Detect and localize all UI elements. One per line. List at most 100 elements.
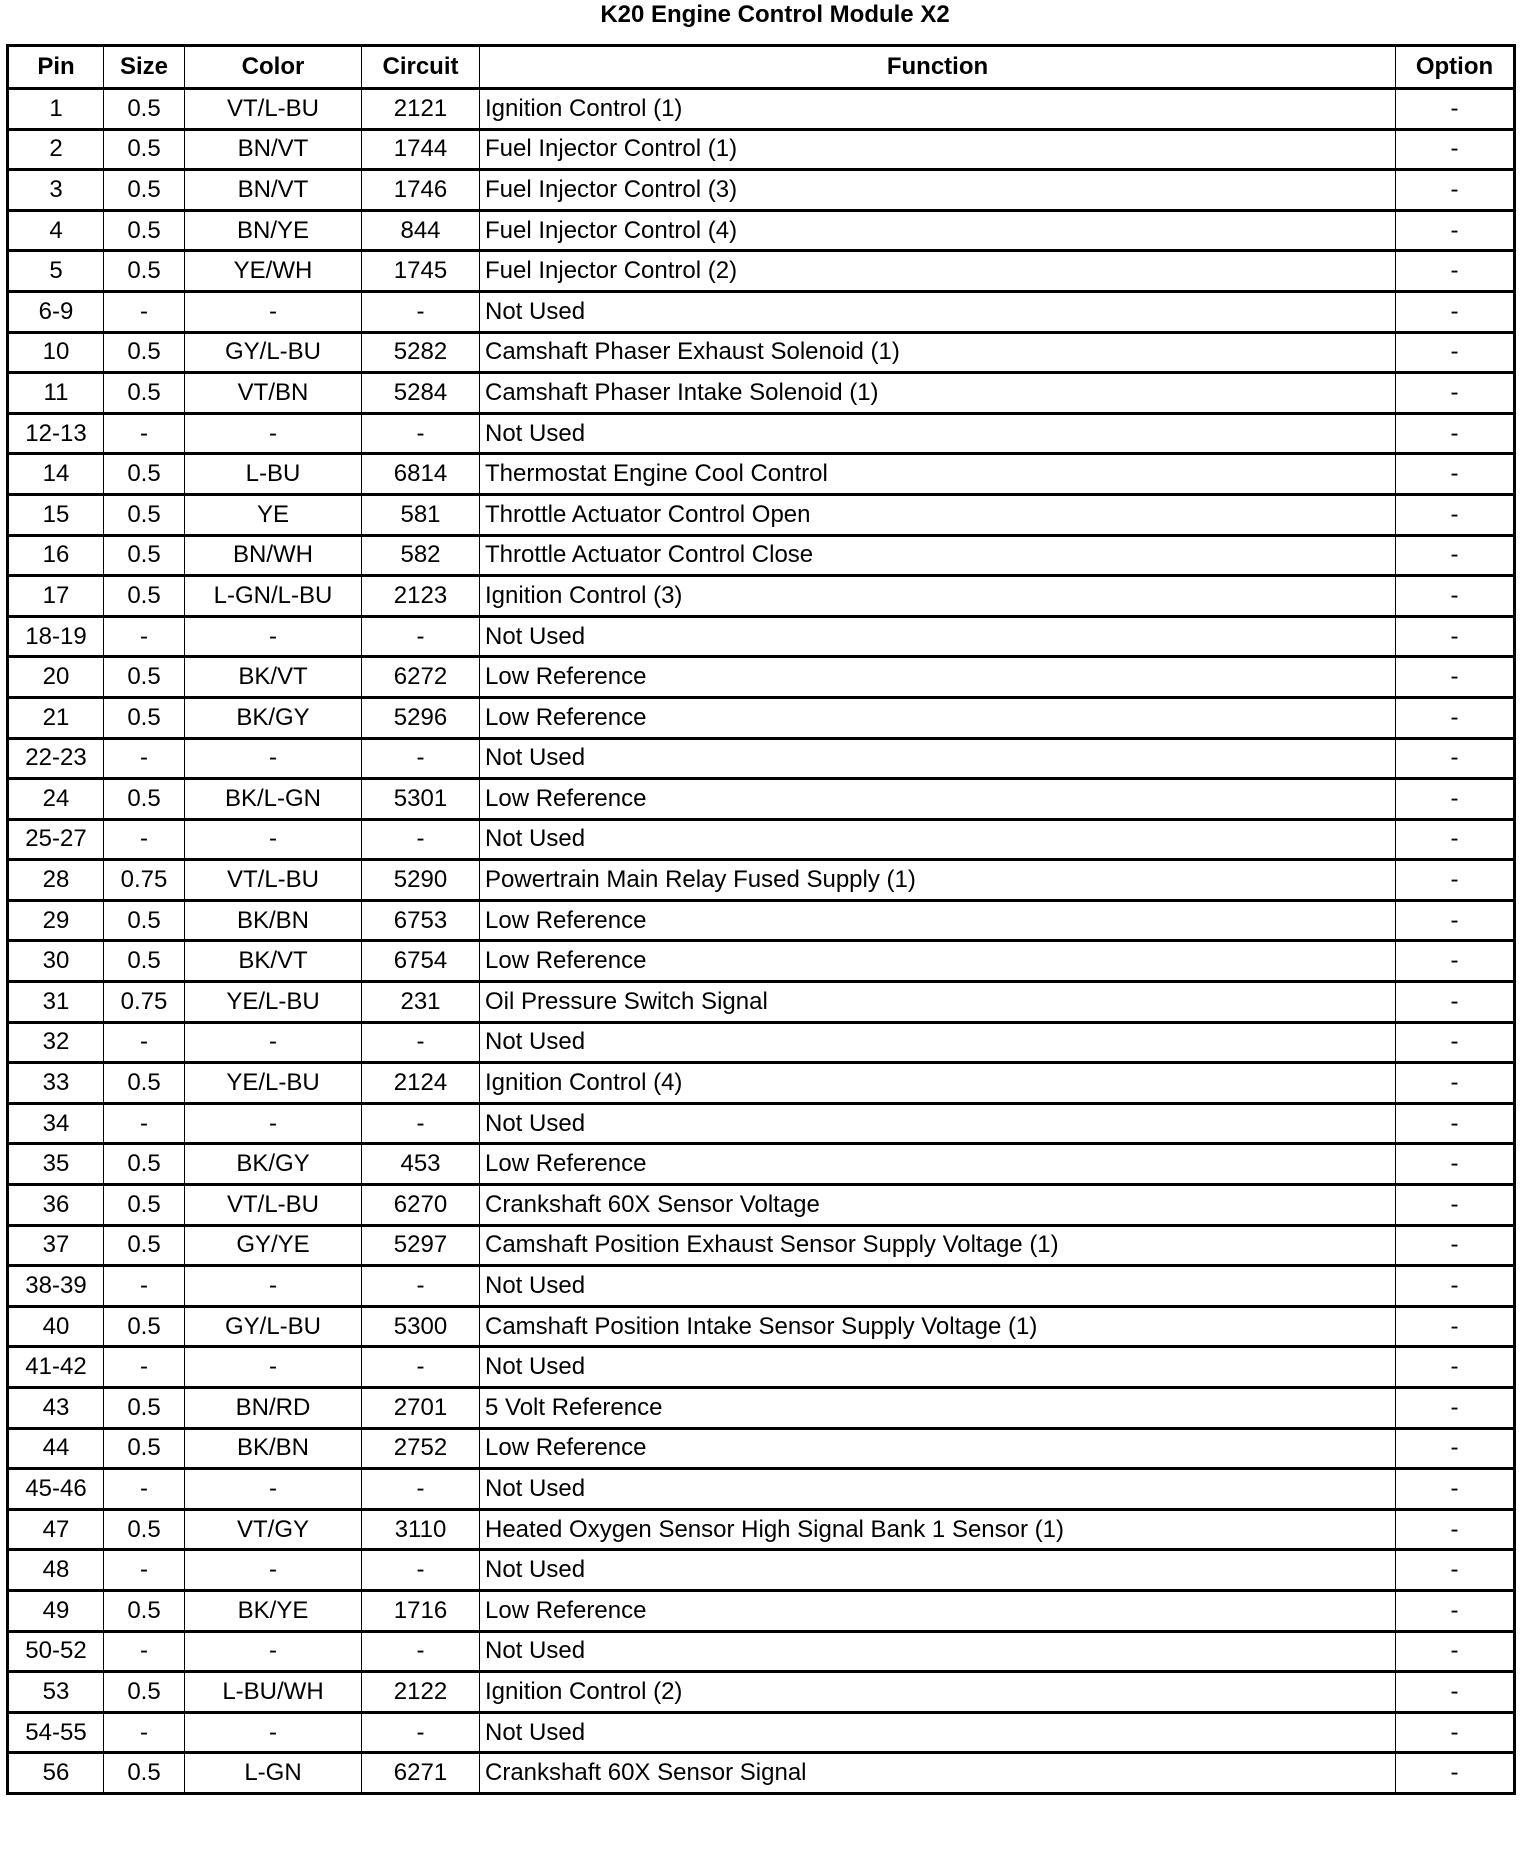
cell-color: GY/L-BU [184, 1304, 362, 1349]
cell-option: - [1395, 208, 1515, 253]
cell-size: 0.5 [103, 939, 185, 984]
cell-size: - [103, 614, 185, 659]
cell-pin: 18-19 [7, 614, 104, 659]
table-row: 37 0.5 GY/YE 5297 Camshaft Position Exhaust … [7, 1223, 1515, 1268]
cell-size: 0.5 [103, 1588, 185, 1633]
cell-pin: 28 [7, 858, 104, 902]
cell-size: 0.5 [103, 533, 185, 578]
cell-size: 0.5 [103, 492, 185, 537]
cell-size: - [103, 1101, 185, 1146]
cell-color: - [184, 1101, 362, 1146]
table-row: 18-19- - - Not Used - [7, 614, 1515, 659]
cell-pin: 1 [7, 87, 104, 131]
cell-option: - [1395, 574, 1515, 618]
cell-color: - [184, 817, 362, 862]
cell-color: - [184, 1020, 362, 1065]
table-row: 6-9- - - Not Used - [7, 289, 1515, 334]
table-row: 24 0.5 BK/L-GN 5301 Low Reference - [7, 777, 1515, 821]
cell-color: YE [184, 492, 362, 537]
cell-option: - [1395, 614, 1515, 659]
cell-function: Fuel Injector Control (3) [479, 168, 1396, 212]
table-row: 28 0.75 VT/L-BU 5290 Powertrain Main Relay F… [7, 858, 1515, 902]
cell-pin: 29 [7, 898, 104, 943]
cell-size: - [103, 817, 185, 862]
cell-color: BK/GY [184, 1142, 362, 1187]
cell-pin: 50-52 [7, 1629, 104, 1674]
cell-size: - [103, 1345, 185, 1389]
cell-function: Low Reference [479, 1426, 1396, 1471]
table-row: 5 0.5 YE/WH 1745 Fuel Injector Control (2) - [7, 249, 1515, 293]
cell-color: VT/L-BU [184, 87, 362, 131]
cell-circuit: 1745 [361, 249, 480, 293]
table-row: 43 0.5 BN/RD 2701 5 Volt Reference - [7, 1386, 1515, 1430]
cell-option: - [1395, 1629, 1515, 1674]
cell-color: BN/WH [184, 533, 362, 578]
cell-pin: 16 [7, 533, 104, 578]
cell-function: Low Reference [479, 939, 1396, 984]
cell-pin: 43 [7, 1386, 104, 1430]
cell-option: - [1395, 1061, 1515, 1105]
cell-function: Not Used [479, 1710, 1396, 1755]
cell-pin: 20 [7, 655, 104, 699]
cell-circuit: - [361, 1264, 480, 1308]
cell-option: - [1395, 1020, 1515, 1065]
cell-option: - [1395, 1588, 1515, 1633]
table-row: 48- - - Not Used - [7, 1548, 1515, 1592]
cell-size: 0.5 [103, 249, 185, 293]
cell-function: Not Used [479, 1264, 1396, 1308]
cell-size: - [103, 736, 185, 781]
cell-function: Throttle Actuator Control Open [479, 492, 1396, 537]
cell-circuit: - [361, 1710, 480, 1755]
cell-color: BK/VT [184, 655, 362, 699]
cell-size: 0.5 [103, 1304, 185, 1349]
cell-circuit: 1716 [361, 1588, 480, 1633]
cell-pin: 17 [7, 574, 104, 618]
table-row: 41-42- - - Not Used - [7, 1345, 1515, 1389]
cell-color: BK/BN [184, 898, 362, 943]
cell-function: Not Used [479, 614, 1396, 659]
cell-circuit: - [361, 1020, 480, 1065]
cell-circuit: 582 [361, 533, 480, 578]
cell-color: BK/VT [184, 939, 362, 984]
cell-color: - [184, 289, 362, 334]
cell-function: Camshaft Position Intake Sensor Supply V… [479, 1304, 1396, 1349]
cell-color: BK/YE [184, 1588, 362, 1633]
cell-size: 0.75 [103, 980, 185, 1024]
cell-circuit: 6814 [361, 452, 480, 496]
cell-function: Ignition Control (4) [479, 1061, 1396, 1105]
cell-size: - [103, 1629, 185, 1674]
cell-circuit: 2122 [361, 1670, 480, 1714]
cell-circuit: 6271 [361, 1751, 480, 1795]
cell-color: L-GN/L-BU [184, 574, 362, 618]
cell-option: - [1395, 1183, 1515, 1227]
table-row: 44 0.5 BK/BN 2752 Low Reference - [7, 1426, 1515, 1471]
cell-size: 0.5 [103, 1670, 185, 1714]
cell-color: VT/BN [184, 371, 362, 415]
table-row: 40 0.5 GY/L-BU 5300 Camshaft Position Intake… [7, 1304, 1515, 1349]
cell-circuit: - [361, 411, 480, 456]
cell-function: Low Reference [479, 695, 1396, 740]
cell-color: BN/RD [184, 1386, 362, 1430]
table-row: 22-23- - - Not Used - [7, 736, 1515, 781]
cell-circuit: 1746 [361, 168, 480, 212]
cell-option: - [1395, 1304, 1515, 1349]
cell-pin: 56 [7, 1751, 104, 1795]
cell-function: Throttle Actuator Control Close [479, 533, 1396, 578]
cell-function: Low Reference [479, 898, 1396, 943]
cell-color: L-BU [184, 452, 362, 496]
cell-option: - [1395, 1426, 1515, 1471]
table-row: 20 0.5 BK/VT 6272 Low Reference - [7, 655, 1515, 699]
cell-option: - [1395, 1223, 1515, 1268]
cell-function: Crankshaft 60X Sensor Voltage [479, 1183, 1396, 1227]
table-row: 30 0.5 BK/VT 6754 Low Reference - [7, 939, 1515, 984]
cell-size: 0.5 [103, 1386, 185, 1430]
cell-option: - [1395, 492, 1515, 537]
cell-color: BN/VT [184, 168, 362, 212]
cell-function: Not Used [479, 1020, 1396, 1065]
table-row: 34- - - Not Used - [7, 1101, 1515, 1146]
header-function: Function [479, 44, 1396, 90]
cell-circuit: 2124 [361, 1061, 480, 1105]
cell-option: - [1395, 1386, 1515, 1430]
cell-color: GY/L-BU [184, 330, 362, 375]
cell-size: 0.5 [103, 655, 185, 699]
